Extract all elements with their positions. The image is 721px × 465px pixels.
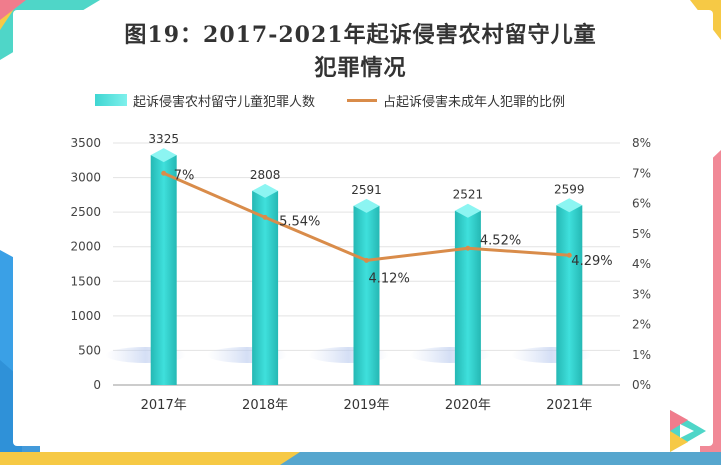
legend-label-bar: 起诉侵害农村留守儿童犯罪人数	[133, 95, 316, 110]
y-left-tick-label: 2500	[70, 205, 101, 219]
legend-swatch-line	[347, 99, 377, 102]
line-value-label: 4.52%	[480, 233, 521, 248]
y-right-tick-label: 4%	[632, 257, 651, 271]
chart-title: 图19：2017-2021年起诉侵害农村留守儿童	[124, 22, 597, 48]
y-left-tick-label: 0	[93, 378, 101, 392]
bar-value-label: 3325	[148, 132, 179, 146]
bar-value-label: 2599	[554, 182, 585, 196]
bar-value-label: 2591	[351, 183, 382, 197]
y-left-tick-label: 500	[78, 343, 101, 357]
line-value-label: 7%	[174, 168, 195, 183]
legend-label-line: 占起诉侵害未成年人犯罪的比例	[383, 95, 566, 110]
x-tick-label: 2019年	[343, 398, 389, 413]
bar-top-face	[252, 183, 279, 198]
bar	[150, 155, 177, 385]
line-point	[566, 252, 572, 258]
line-value-label: 4.29%	[571, 254, 612, 269]
bar	[556, 205, 583, 385]
bar-value-label: 2521	[453, 188, 484, 202]
y-left-tick-label: 1500	[70, 274, 101, 288]
bar	[454, 210, 481, 385]
line-point	[465, 245, 471, 251]
bar	[252, 190, 279, 385]
bar-top-face	[150, 148, 177, 163]
bar-top-face	[353, 198, 380, 213]
y-right-tick-label: 2%	[632, 318, 651, 332]
y-right-tick-label: 8%	[632, 136, 651, 150]
x-tick-label: 2017年	[141, 398, 187, 413]
x-tick-label: 2018年	[242, 398, 288, 413]
y-right-tick-label: 5%	[632, 227, 651, 241]
line-point	[364, 257, 369, 263]
line-value-label: 5.54%	[279, 214, 320, 229]
y-left-tick-label: 3500	[70, 136, 101, 150]
line-point	[262, 214, 268, 220]
bar-top-face	[454, 203, 481, 218]
y-right-tick-label: 7%	[632, 166, 651, 180]
y-left-tick-label: 3000	[70, 171, 101, 185]
bar-top-face	[556, 198, 583, 213]
brand-logo-icon	[670, 410, 706, 452]
y-right-tick-label: 3%	[632, 287, 651, 301]
y-right-tick-label: 6%	[632, 197, 651, 211]
legend-swatch-bar	[95, 94, 127, 106]
line-point	[161, 170, 167, 176]
x-tick-label: 2020年	[445, 398, 491, 413]
y-left-tick-label: 2000	[70, 240, 101, 254]
bar-value-label: 2808	[250, 168, 281, 182]
y-right-tick-label: 0%	[632, 378, 651, 392]
y-right-tick-label: 1%	[632, 348, 651, 362]
bar	[353, 205, 380, 385]
x-tick-label: 2021年	[546, 398, 592, 413]
chart-subtitle: 犯罪情况	[314, 55, 407, 81]
line-value-label: 4.12%	[369, 271, 410, 286]
y-left-tick-label: 1000	[70, 309, 101, 323]
